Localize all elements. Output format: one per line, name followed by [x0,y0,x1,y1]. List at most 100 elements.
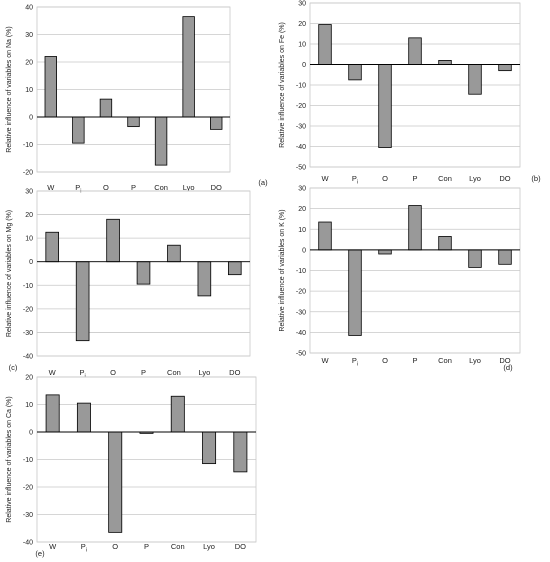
y-axis-title: Relative influence of variables on Ca (%… [6,396,13,522]
y-tick-label: -40 [23,354,33,361]
y-tick-label: 30 [25,189,33,196]
bar [378,249,392,255]
y-tick-label: -30 [23,512,33,519]
x-tick-label: Lyo [203,542,215,551]
panel-label: (a) [258,178,268,187]
y-tick-label: -40 [296,144,306,151]
x-tick-label: Con [154,183,168,192]
bar [408,37,422,65]
y-tick-label: 0 [302,62,306,69]
y-tick-label: 30 [298,1,306,8]
y-axis-title: Relative influence of variables on K (%) [279,209,286,331]
bar [154,116,168,166]
y-tick-label: -10 [23,457,33,464]
y-tick-label: 10 [25,87,33,94]
y-axis-title: Relative influence of variables on Na (%… [6,26,13,152]
y-tick-label: -30 [23,330,33,337]
y-tick-label: 0 [29,430,33,437]
y-tick-label: -30 [296,124,306,131]
x-tick-label: DO [499,174,510,183]
bar [76,402,91,433]
bar [44,56,57,118]
y-tick-label: -10 [23,283,33,290]
y-tick-label: 10 [25,402,33,409]
y-tick-label: 20 [25,375,33,382]
y-tick-label: -20 [23,306,33,313]
bar [468,64,482,95]
x-tick-label: Con [171,542,185,551]
plot-area [309,187,521,354]
bar [167,244,181,263]
x-tick-label: DO [235,542,246,551]
bar [318,24,332,65]
panel-label: (b) [531,174,541,183]
y-tick-label: 30 [298,186,306,193]
bar [468,249,482,268]
x-tick-label: Pi [80,368,86,380]
bar [72,116,85,144]
panel-label: (c) [9,363,18,372]
x-tick-label: DO [499,356,510,365]
y-tick-label: -20 [296,289,306,296]
y-tick-label: -10 [296,83,306,90]
x-tick-label: Con [438,356,452,365]
plot-area [36,6,231,173]
y-tick-label: 20 [25,212,33,219]
y-tick-label: -10 [296,268,306,275]
bar [348,64,362,81]
bar [378,64,392,148]
bar [182,16,195,118]
x-tick-label: O [382,356,388,365]
panel-b: -50 -40 -30 -20 -10 0 10 20 30 W Pi O P Con Lyo DO Relat… [279,1,541,186]
x-tick-label: Con [438,174,452,183]
plot-area [36,376,257,543]
x-tick-label: Pi [81,542,87,554]
plot-area [309,2,521,168]
bar [438,236,452,251]
y-tick-label: 10 [298,42,306,49]
bar [106,218,120,263]
y-axis-title: Relative influence of variables on Fe (%… [279,22,286,148]
bar [108,431,123,533]
x-tick-label: W [49,368,57,377]
x-tick-label: P [141,368,146,377]
y-tick-label: 30 [25,32,33,39]
bar [45,231,60,263]
bar [227,261,242,276]
bar [127,116,140,128]
y-tick-label: -20 [296,103,306,110]
x-tick-label: W [321,356,329,365]
bar [45,394,60,433]
y-tick-label: 0 [29,259,33,266]
x-tick-label: DO [211,183,222,192]
panel-label: (e) [35,549,45,558]
y-tick-label: 20 [298,21,306,28]
panel-d: -50 -40 -30 -20 -10 0 10 20 30 W Pi O P Con Lyo DO Relat… [279,186,521,372]
x-tick-label: Pi [352,356,358,368]
x-tick-label: Lyo [469,356,481,365]
bar [348,249,362,336]
bar [75,261,90,342]
y-tick-label: 0 [302,247,306,254]
panel-label: (d) [503,363,513,372]
x-tick-label: P [131,183,136,192]
x-tick-label: W [321,174,329,183]
x-tick-label: Con [167,368,181,377]
x-tick-label: O [382,174,388,183]
y-tick-label: 10 [298,227,306,234]
y-tick-label: 40 [25,5,33,12]
x-tick-label: P [412,356,417,365]
bar [438,60,452,65]
y-tick-label: -50 [296,165,306,172]
bar [197,261,212,297]
x-tick-label: Lyo [183,183,195,192]
y-tick-label: -10 [23,142,33,149]
y-tick-label: 10 [25,236,33,243]
bar [498,249,512,265]
x-tick-label: W [49,542,57,551]
y-tick-label: -20 [23,170,33,177]
bar [202,431,217,465]
y-tick-label: 0 [29,115,33,122]
x-tick-label: O [103,183,109,192]
